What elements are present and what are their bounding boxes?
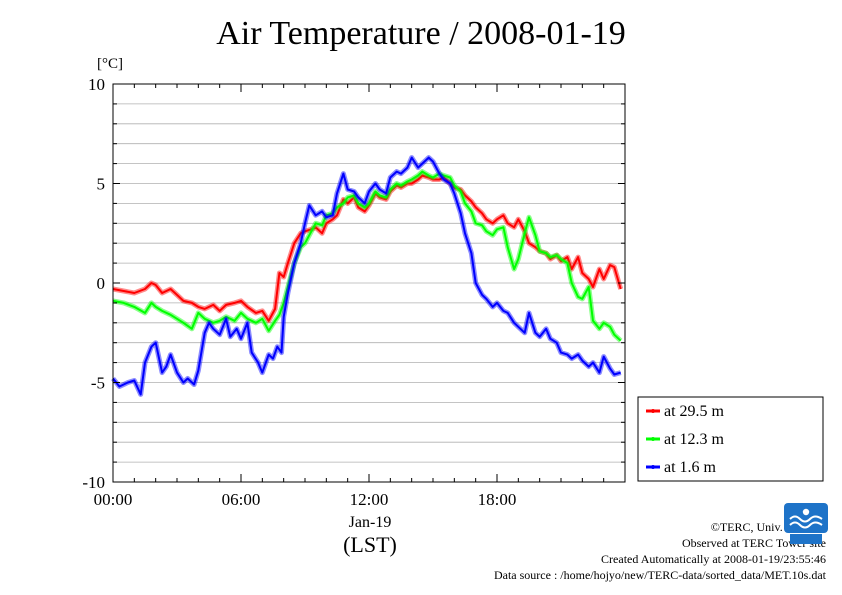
copyright-text: ©TERC, Univ. Tsukuba — [710, 520, 826, 534]
x-tick-label: 00:00 — [94, 490, 133, 509]
legend: at 29.5 m at 12.3 m at 1.6 m — [637, 396, 824, 482]
legend-marker — [651, 437, 655, 441]
axis-ticks: -10 -5 0 5 10 00:00 06:00 12:00 18:00 — [82, 75, 626, 509]
data-source-text: Data source : /home/hojyo/new/TERC-data/… — [493, 568, 826, 582]
x-tick-label: 12:00 — [350, 490, 389, 509]
y-tick-label: -5 — [91, 374, 105, 393]
legend-label: at 12.3 m — [664, 431, 725, 448]
legend-box — [637, 396, 824, 482]
y-tick-label: 5 — [97, 175, 106, 194]
created-timestamp-text: Created Automatically at 2008-01-19/23:5… — [601, 552, 826, 566]
terc-logo-icon — [784, 503, 828, 544]
legend-label: at 29.5 m — [664, 403, 725, 420]
series-lines — [111, 155, 624, 397]
x-tick-label: 18:00 — [478, 490, 517, 509]
series-halo-2 — [111, 155, 622, 397]
series-line-2 — [112, 156, 621, 396]
credits-block: ©TERC, Univ. Tsukuba Observed at TERC To… — [494, 519, 826, 583]
legend-marker — [651, 409, 655, 413]
legend-marker — [651, 465, 655, 469]
x-axis-label: (LST) — [343, 532, 397, 557]
series-line-1 — [112, 170, 622, 342]
observed-site-text: Observed at TERC Tower site — [681, 536, 826, 550]
chart-title: Air Temperature / 2008-01-19 — [216, 15, 626, 52]
y-tick-label: 10 — [88, 75, 105, 94]
grid-lines — [113, 103, 625, 463]
x-axis-date-label: Jan-19 — [348, 514, 392, 531]
y-tick-label: 0 — [97, 274, 106, 293]
y-axis-unit-label: [°C] — [97, 56, 123, 72]
legend-label: at 1.6 m — [664, 459, 717, 476]
x-tick-label: 06:00 — [222, 490, 261, 509]
y-tick-label: -10 — [82, 473, 105, 492]
